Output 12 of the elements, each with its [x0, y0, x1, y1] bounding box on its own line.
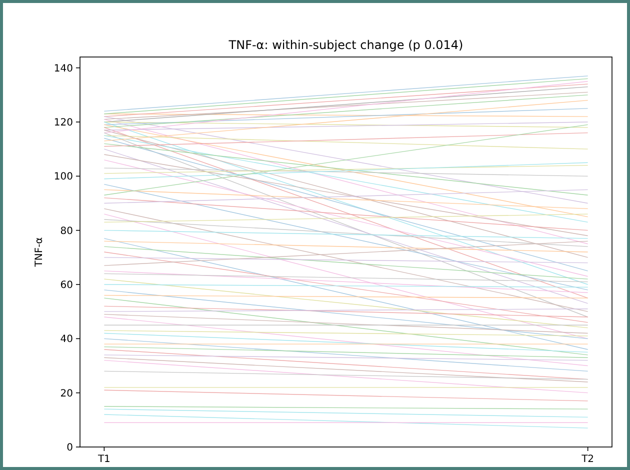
- y-tick-label: 20: [60, 388, 73, 400]
- y-tick-label: 100: [54, 172, 73, 183]
- y-tick-label: 60: [60, 280, 73, 291]
- x-tick-label: T2: [580, 454, 594, 465]
- y-axis-title: TNF-α: [34, 236, 45, 268]
- y-tick-label: 140: [54, 63, 73, 74]
- chart-title: TNF-α: within-subject change (p 0.014): [228, 38, 464, 52]
- x-tick-label: T1: [96, 454, 110, 465]
- y-tick-label: 0: [66, 442, 73, 454]
- y-tick-label: 120: [54, 118, 73, 128]
- y-tick-label: 40: [60, 334, 73, 346]
- y-tick-label: 80: [60, 226, 73, 237]
